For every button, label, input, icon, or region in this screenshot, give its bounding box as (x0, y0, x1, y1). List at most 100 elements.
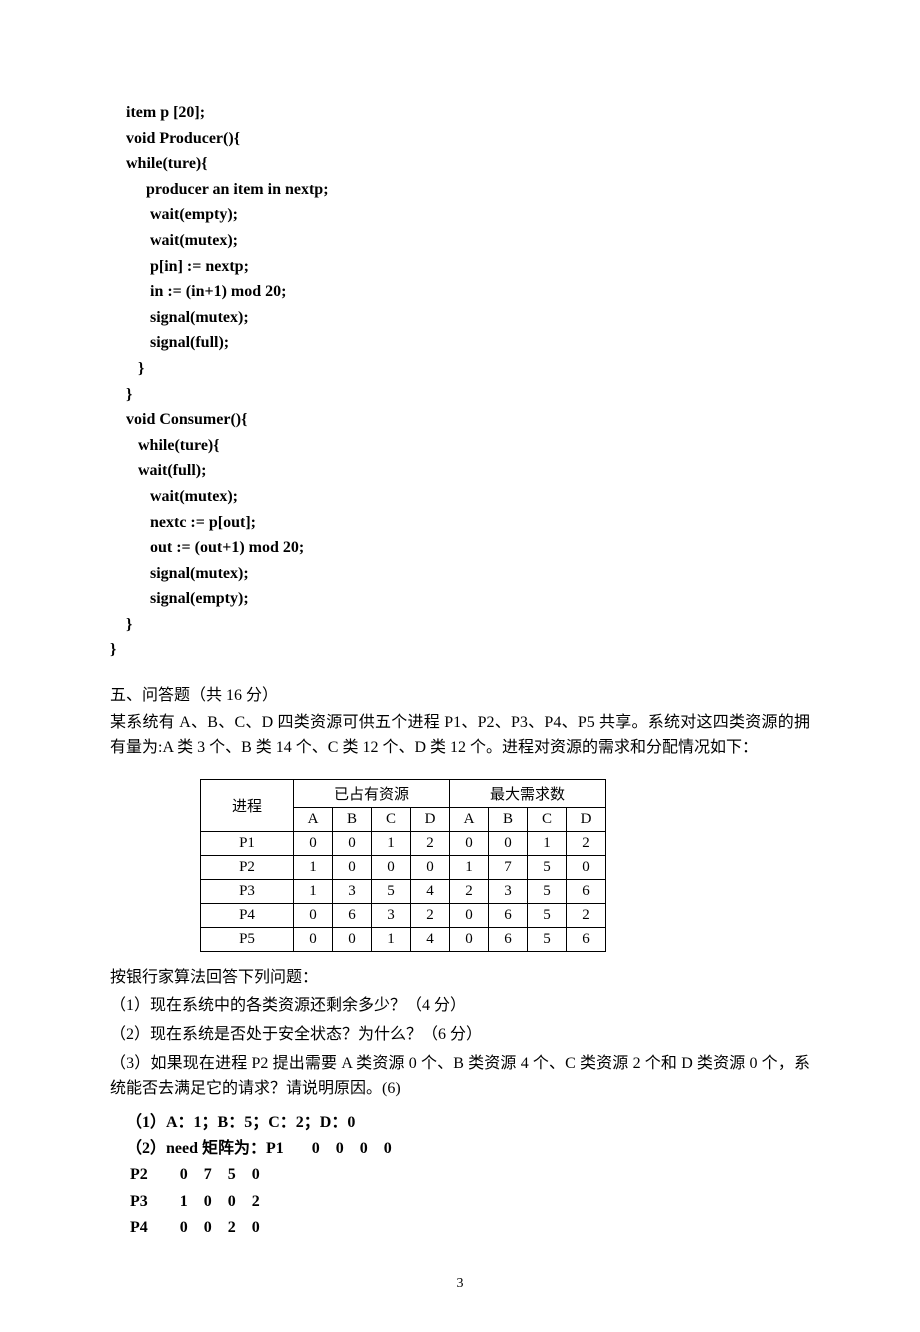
code-line: wait(full); (110, 458, 810, 484)
max-cell: 5 (528, 855, 567, 879)
max-cell: 0 (489, 831, 528, 855)
max-cell: 2 (450, 879, 489, 903)
alloc-cell: 1 (372, 927, 411, 951)
question-intro: 按银行家算法回答下列问题： (110, 966, 810, 991)
alloc-cell: 0 (294, 903, 333, 927)
code-line: signal(full); (110, 330, 810, 356)
process-cell: P1 (201, 831, 294, 855)
subcol-header: C (528, 807, 567, 831)
max-cell: 5 (528, 903, 567, 927)
max-cell: 1 (528, 831, 567, 855)
document-page: item p [20]; void Producer(){ while(ture… (0, 0, 920, 1332)
code-line: out := (out+1) mod 20; (110, 535, 810, 561)
table-row: P406320652 (201, 903, 606, 927)
process-cell: P4 (201, 903, 294, 927)
code-line: void Producer(){ (110, 126, 810, 152)
max-cell: 2 (567, 903, 606, 927)
col-max-header: 最大需求数 (450, 779, 606, 807)
code-line: while(ture){ (110, 151, 810, 177)
max-cell: 3 (489, 879, 528, 903)
max-cell: 7 (489, 855, 528, 879)
subcol-header: A (294, 807, 333, 831)
code-line: item p [20]; (110, 100, 810, 126)
question-3: （3）如果现在进程 P2 提出需要 A 类资源 0 个、B 类资源 4 个、C … (110, 1052, 810, 1102)
answer-line: P3 1 0 0 2 (110, 1189, 810, 1215)
section-5-title: 五、问答题（共 16 分） (110, 681, 810, 705)
max-cell: 6 (489, 903, 528, 927)
alloc-cell: 6 (333, 903, 372, 927)
col-allocated-header: 已占有资源 (294, 779, 450, 807)
process-cell: P3 (201, 879, 294, 903)
subcol-header: A (450, 807, 489, 831)
alloc-cell: 5 (372, 879, 411, 903)
alloc-cell: 0 (333, 831, 372, 855)
max-cell: 2 (567, 831, 606, 855)
alloc-cell: 1 (294, 879, 333, 903)
alloc-cell: 2 (411, 903, 450, 927)
alloc-cell: 3 (333, 879, 372, 903)
max-cell: 5 (528, 927, 567, 951)
alloc-cell: 0 (333, 855, 372, 879)
max-cell: 0 (567, 855, 606, 879)
process-cell: P5 (201, 927, 294, 951)
max-cell: 6 (567, 879, 606, 903)
code-line: wait(mutex); (110, 228, 810, 254)
code-block: item p [20]; void Producer(){ while(ture… (110, 100, 810, 663)
subcol-header: B (333, 807, 372, 831)
subcol-header: C (372, 807, 411, 831)
max-cell: 6 (489, 927, 528, 951)
code-line: } (110, 356, 810, 382)
alloc-cell: 0 (333, 927, 372, 951)
alloc-cell: 0 (372, 855, 411, 879)
table-row: P100120012 (201, 831, 606, 855)
col-process-header: 进程 (201, 779, 294, 831)
code-line: signal(mutex); (110, 305, 810, 331)
alloc-cell: 0 (294, 831, 333, 855)
code-line: } (110, 382, 810, 408)
table-row: P313542356 (201, 879, 606, 903)
answer-line: P4 0 0 2 0 (110, 1215, 810, 1241)
code-line: } (110, 637, 810, 663)
code-line: producer an item in nextp; (110, 177, 810, 203)
max-cell: 0 (450, 831, 489, 855)
code-line: void Consumer(){ (110, 407, 810, 433)
answers-block: （1）A：1；B：5；C：2；D：0 （2）need 矩阵为：P1 0 0 0 … (110, 1110, 810, 1242)
alloc-cell: 0 (411, 855, 450, 879)
process-cell: P2 (201, 855, 294, 879)
alloc-cell: 3 (372, 903, 411, 927)
max-cell: 1 (450, 855, 489, 879)
subcol-header: D (411, 807, 450, 831)
answer-line: （2）need 矩阵为：P1 0 0 0 0 (110, 1136, 810, 1162)
max-cell: 0 (450, 927, 489, 951)
code-line: wait(mutex); (110, 484, 810, 510)
table-row: P210001750 (201, 855, 606, 879)
question-1: （1）现在系统中的各类资源还剩余多少？（4 分） (110, 994, 810, 1019)
code-line: signal(empty); (110, 586, 810, 612)
alloc-cell: 4 (411, 879, 450, 903)
question-2: （2）现在系统是否处于安全状态？为什么？（6 分） (110, 1023, 810, 1048)
code-line: signal(mutex); (110, 561, 810, 587)
table-row: P500140656 (201, 927, 606, 951)
code-line: in := (in+1) mod 20; (110, 279, 810, 305)
code-line: while(ture){ (110, 433, 810, 459)
max-cell: 0 (450, 903, 489, 927)
page-number: 3 (110, 1276, 810, 1292)
code-line: nextc := p[out]; (110, 510, 810, 536)
code-line: } (110, 612, 810, 638)
table-header-row-1: 进程 已占有资源 最大需求数 (201, 779, 606, 807)
alloc-cell: 4 (411, 927, 450, 951)
max-cell: 5 (528, 879, 567, 903)
subcol-header: B (489, 807, 528, 831)
max-cell: 6 (567, 927, 606, 951)
alloc-cell: 1 (372, 831, 411, 855)
code-line: p[in] := nextp; (110, 254, 810, 280)
alloc-cell: 1 (294, 855, 333, 879)
alloc-cell: 0 (294, 927, 333, 951)
subcol-header: D (567, 807, 606, 831)
alloc-cell: 2 (411, 831, 450, 855)
problem-statement: 某系统有 A、B、C、D 四类资源可供五个进程 P1、P2、P3、P4、P5 共… (110, 711, 810, 761)
resource-table: 进程 已占有资源 最大需求数 ABCDABCD P100120012P21000… (200, 779, 606, 952)
answer-line: P2 0 7 5 0 (110, 1162, 810, 1188)
answer-line: （1）A：1；B：5；C：2；D：0 (110, 1110, 810, 1136)
code-line: wait(empty); (110, 202, 810, 228)
